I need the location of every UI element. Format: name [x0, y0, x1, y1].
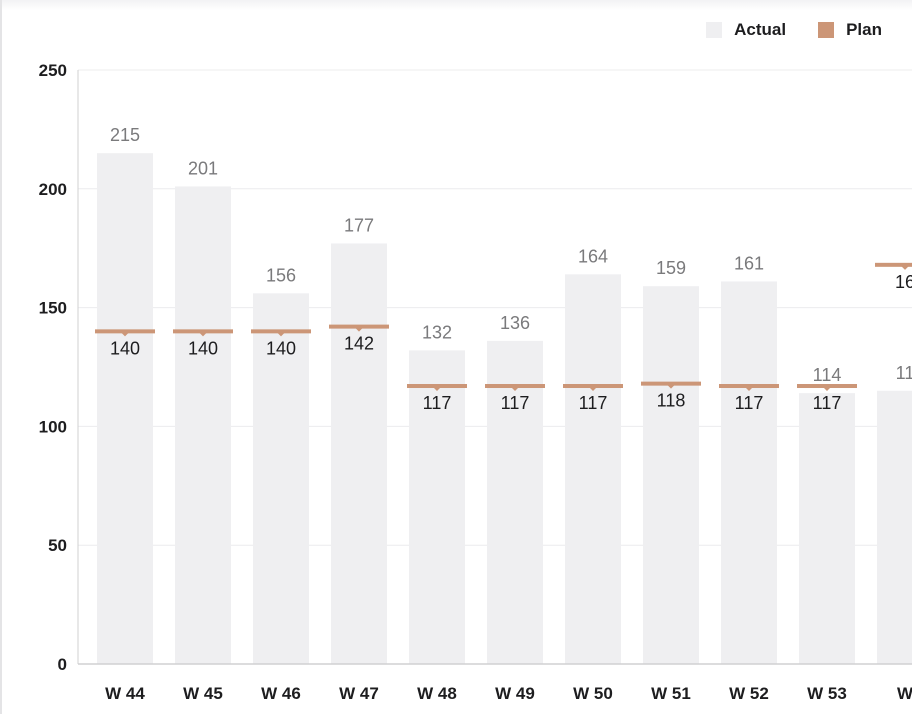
actual-value-label: 164: [578, 246, 608, 266]
plan-value-label: 117: [813, 393, 842, 413]
x-tick-label: W 45: [183, 684, 223, 703]
plan-value-label: 117: [423, 393, 452, 413]
x-tick-label: W: [897, 684, 912, 703]
plan-marker: [641, 381, 701, 386]
actual-value-label: 201: [188, 158, 218, 178]
x-tick-label: W 47: [339, 684, 379, 703]
y-tick-label: 50: [48, 536, 67, 555]
actual-value-label: 114: [813, 365, 842, 385]
actual-bar: [877, 390, 912, 664]
left-border: [0, 0, 2, 714]
actual-bar: [643, 286, 699, 664]
actual-bar: [331, 243, 387, 664]
plan-value-label: 140: [266, 338, 296, 358]
plan-value-label: 16: [895, 272, 912, 292]
plan-marker: [875, 262, 912, 267]
plan-marker-notch: [433, 387, 441, 392]
actual-value-label: 159: [656, 258, 686, 278]
y-tick-label: 200: [39, 180, 67, 199]
plan-value-label: 117: [501, 393, 530, 413]
plan-value-label: 140: [188, 338, 218, 358]
plan-marker-notch: [589, 387, 597, 392]
x-tick-label: W 51: [651, 684, 691, 703]
x-tick-label: W 49: [495, 684, 535, 703]
y-tick-label: 250: [39, 61, 67, 80]
x-tick-label: W 53: [807, 684, 847, 703]
plan-value-label: 118: [657, 391, 686, 411]
chart-legend: Actual Plan: [706, 20, 882, 40]
x-tick-label: W 48: [417, 684, 457, 703]
actual-value-label: 132: [422, 322, 452, 342]
actual-value-label: 177: [344, 215, 374, 235]
x-tick-label: W 46: [261, 684, 301, 703]
actual-bar: [97, 153, 153, 664]
plan-marker: [797, 384, 857, 389]
legend-item-plan[interactable]: Plan: [818, 20, 882, 40]
legend-swatch-plan: [818, 22, 835, 38]
actual-value-label: 156: [266, 265, 296, 285]
plan-marker: [251, 329, 311, 334]
x-tick-label: W 50: [573, 684, 613, 703]
plan-value-label: 117: [735, 393, 764, 413]
y-tick-label: 100: [39, 417, 67, 436]
plan-marker: [485, 384, 545, 389]
plan-marker: [563, 384, 623, 389]
axes: 0 50 100 150 200 250 W 44 W 45 W 46 W 47 W 48 W 49 W…: [39, 61, 912, 703]
actual-value-label: 11: [896, 363, 912, 383]
actual-bar: [409, 350, 465, 664]
plan-marker: [95, 329, 155, 334]
plan-marker: [329, 324, 389, 329]
legend-item-actual[interactable]: Actual: [706, 20, 786, 40]
actual-value-label: 215: [110, 125, 140, 145]
actual-bar: [487, 340, 543, 664]
actual-bar: [565, 274, 621, 664]
plan-marker-notch: [277, 332, 285, 337]
actual-bars: [97, 153, 912, 664]
plan-marker-notch: [901, 265, 909, 270]
plan-marker: [719, 384, 779, 389]
y-tick-label: 150: [39, 299, 67, 318]
actual-bar: [253, 293, 309, 664]
x-tick-label: W 44: [105, 684, 145, 703]
x-tick-label: W 52: [729, 684, 769, 703]
actual-bar: [721, 281, 777, 664]
plan-marker: [173, 329, 233, 334]
y-tick-label: 0: [58, 655, 67, 674]
legend-label-plan: Plan: [846, 20, 882, 39]
data-labels: 215 140 201 140 156 140 177 142 132 117 136 117 164 1…: [110, 125, 912, 413]
plan-marker-notch: [121, 332, 129, 337]
actual-bar: [175, 186, 231, 664]
plan-marker-notch: [355, 327, 363, 332]
plan-marker-notch: [511, 387, 519, 392]
actual-bar: [799, 393, 855, 664]
plan-value-label: 117: [579, 393, 608, 413]
legend-swatch-actual: [706, 22, 723, 38]
plan-value-label: 140: [110, 338, 140, 358]
actual-value-label: 136: [500, 313, 530, 333]
plan-marker-notch: [745, 387, 753, 392]
actual-value-label: 161: [734, 253, 764, 273]
plan-marker-notch: [667, 384, 675, 389]
plan-marker-notch: [199, 332, 207, 337]
plan-markers: [95, 262, 912, 392]
plan-marker-notch: [823, 387, 831, 392]
top-shadow: [0, 0, 912, 10]
plan-marker: [407, 384, 467, 389]
plan-value-label: 142: [344, 334, 374, 354]
legend-label-actual: Actual: [734, 20, 787, 39]
